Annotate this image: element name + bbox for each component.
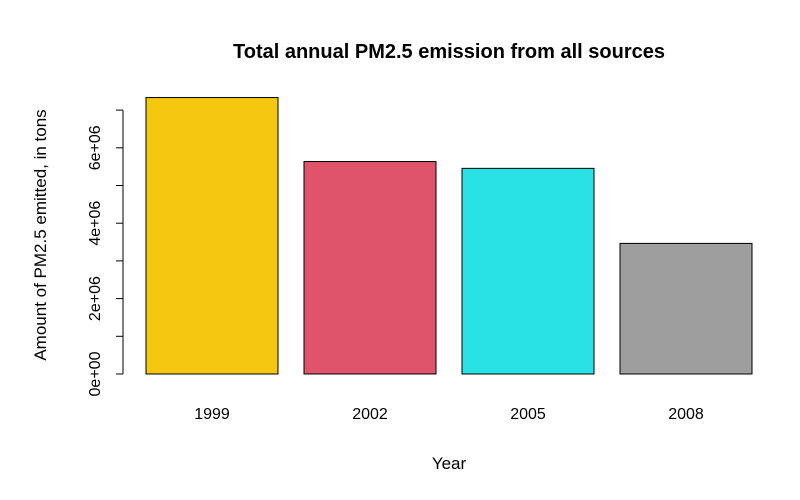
bar-2005 <box>461 167 595 375</box>
x-tick-label-2005: 2005 <box>510 406 546 423</box>
y-axis: 0e+00 2e+06 4e+06 6e+06 <box>87 109 124 396</box>
x-tick-label-1999: 1999 <box>194 406 230 423</box>
y-tick-label: 0e+00 <box>87 351 104 396</box>
bar-2002 <box>303 161 437 375</box>
y-axis-label: Amount of PM2.5 emitted, in tons <box>31 109 50 360</box>
x-tick-labels: 1999 2002 2005 2008 <box>194 406 704 423</box>
x-tick-label-2008: 2008 <box>668 406 704 423</box>
chart-title: Total annual PM2.5 emission from all sou… <box>233 41 665 63</box>
bars-group <box>145 97 753 375</box>
bar-2008 <box>619 242 753 375</box>
y-tick-label: 4e+06 <box>87 201 104 246</box>
y-tick-label: 2e+06 <box>87 276 104 321</box>
x-axis-label: Year <box>432 454 467 473</box>
x-tick-label-2002: 2002 <box>352 406 388 423</box>
y-tick-label: 6e+06 <box>87 125 104 170</box>
bar-1999 <box>145 97 279 375</box>
